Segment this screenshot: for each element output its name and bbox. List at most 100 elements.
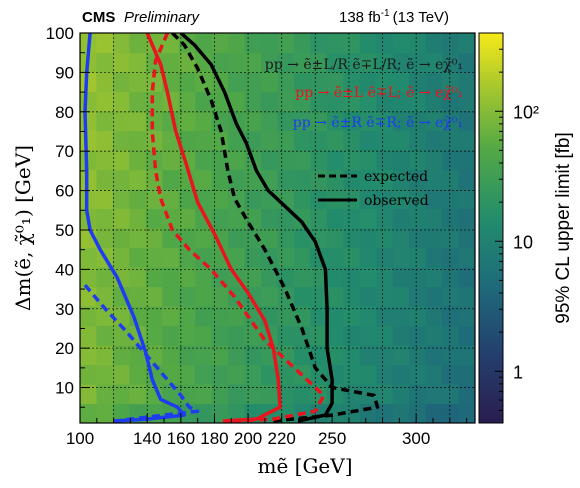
heatmap-cell <box>112 33 130 54</box>
heatmap-cell <box>112 384 130 405</box>
heatmap-cell <box>293 169 312 190</box>
x-tick-label: 300 <box>402 429 430 448</box>
heatmap-cell <box>293 208 312 229</box>
heatmap-cell <box>376 208 394 229</box>
heatmap-cell <box>145 228 163 249</box>
heatmap-cell <box>392 150 410 171</box>
heatmap-cell <box>359 72 377 93</box>
heatmap-cell <box>96 384 114 405</box>
heatmap-cell <box>129 130 147 151</box>
heatmap-cell <box>80 111 98 132</box>
heatmap-cell <box>310 111 328 132</box>
heatmap-cell <box>195 384 213 405</box>
heatmap-cell <box>261 91 279 112</box>
heatmap-cell <box>458 130 475 151</box>
heatmap-cell <box>359 286 377 307</box>
colorbar-tick-label: 1 <box>513 362 523 382</box>
heatmap-cell <box>195 52 213 73</box>
heatmap-cell <box>343 52 361 73</box>
heatmap-cell <box>359 325 377 346</box>
heatmap-cell <box>211 208 229 229</box>
heatmap-cell <box>343 403 361 423</box>
heatmap-cell <box>293 72 312 93</box>
heatmap-cell <box>96 306 114 327</box>
heatmap-cell <box>442 189 460 210</box>
heatmap-cell <box>80 384 98 405</box>
heatmap-cell <box>376 306 394 327</box>
heatmap-cell <box>162 130 180 151</box>
heatmap-cell <box>343 228 361 249</box>
x-axis-title: mẽ [GeV] <box>257 454 352 478</box>
heatmap-cell <box>409 325 427 346</box>
heatmap-cell <box>409 91 427 112</box>
heatmap-cell <box>376 325 394 346</box>
heatmap-cell <box>244 325 262 346</box>
heatmap-cell <box>261 208 279 229</box>
heatmap-cell <box>359 306 377 327</box>
heatmap-cell <box>80 247 98 268</box>
heatmap-cell <box>326 247 344 268</box>
heatmap-cell <box>326 72 344 93</box>
heatmap-cell <box>211 33 229 54</box>
heatmap-cell <box>195 364 213 385</box>
heatmap-cell <box>343 345 361 366</box>
heatmap-cell <box>442 228 460 249</box>
heatmap-cell <box>310 325 328 346</box>
heatmap-cell <box>409 52 427 73</box>
x-tick-label: 160 <box>167 429 195 448</box>
heatmap-cell <box>442 33 460 54</box>
heatmap-cell <box>112 150 130 171</box>
heatmap-cell <box>376 169 394 190</box>
heatmap-cell <box>376 33 394 54</box>
heatmap-cell <box>129 189 147 210</box>
heatmap-cell <box>178 189 196 210</box>
heatmap-cell <box>162 189 180 210</box>
heatmap-cell <box>442 130 460 151</box>
y-tick-label: 40 <box>55 260 74 279</box>
heatmap-cell <box>392 91 410 112</box>
colorbar-ticks: 1 10 10² <box>495 48 539 411</box>
upper-limit-heatmap <box>80 33 475 423</box>
heatmap-cell <box>425 33 443 54</box>
heatmap-cell <box>392 267 410 288</box>
heatmap-cell <box>112 130 130 151</box>
heatmap-cell <box>442 150 460 171</box>
heatmap-cell <box>359 403 377 423</box>
heatmap-cell <box>244 247 262 268</box>
heatmap-cell <box>145 247 163 268</box>
heatmap-cell <box>195 169 213 190</box>
heatmap-cell <box>244 33 262 54</box>
heatmap-cell <box>425 228 443 249</box>
heatmap-cell <box>326 33 344 54</box>
heatmap-cell <box>195 267 213 288</box>
lumi-value: 138 fb <box>339 9 381 26</box>
heatmap-cell <box>392 111 410 132</box>
legend-expected-label: expected <box>364 169 428 185</box>
heatmap-cell <box>409 306 427 327</box>
heatmap-cell <box>195 345 213 366</box>
heatmap-cell <box>211 169 229 190</box>
limit-curve-observed-2 <box>145 33 282 423</box>
heatmap-cell <box>409 403 427 423</box>
heatmap-cell <box>96 52 114 73</box>
heatmap-cell <box>343 364 361 385</box>
heatmap-cell <box>145 150 163 171</box>
heatmap-cell <box>261 364 279 385</box>
heatmap-cell <box>277 72 295 93</box>
heatmap-cell <box>228 286 246 307</box>
heatmap-cell <box>195 403 213 423</box>
heatmap-cell <box>178 286 196 307</box>
heatmap-cell <box>96 169 114 190</box>
legend-process-right: pp → ẽ±R ẽ∓R; ẽ → eχ̃⁰₁ <box>293 115 463 131</box>
heatmap-cell <box>310 208 328 229</box>
heatmap-cell <box>129 169 147 190</box>
heatmap-cell <box>326 325 344 346</box>
heatmap-cell <box>442 52 460 73</box>
heatmap-cell <box>359 91 377 112</box>
heatmap-cell <box>112 403 130 423</box>
heatmap-cell <box>129 364 147 385</box>
colorbar-tick-label: 10² <box>513 102 539 122</box>
heatmap-cell <box>162 150 180 171</box>
heatmap-cell <box>261 286 279 307</box>
heatmap-cell <box>228 91 246 112</box>
